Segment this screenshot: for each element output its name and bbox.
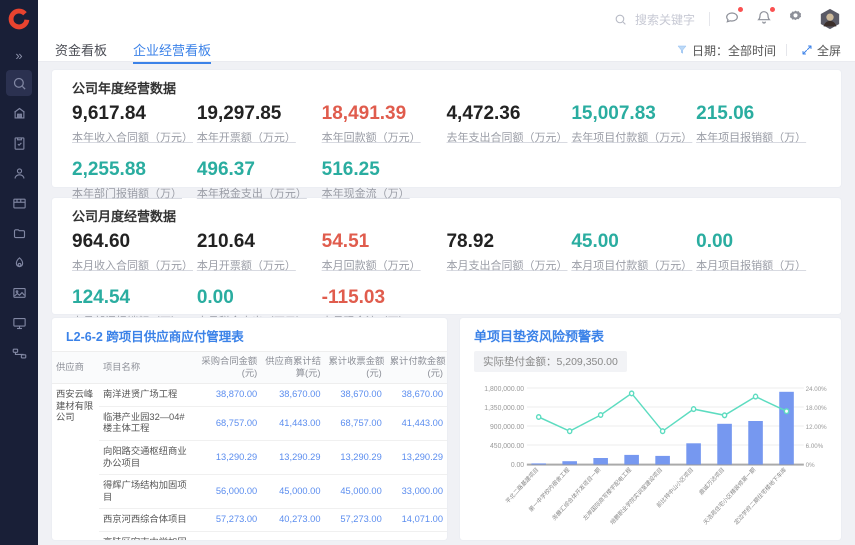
svg-text:6.00%: 6.00% [806, 443, 824, 450]
svg-text:0.00: 0.00 [511, 461, 524, 469]
svg-text:天浩苑住宅小区精装修第一期: 天浩苑住宅小区精装修第一期 [701, 465, 757, 526]
svg-text:鼎诚万达项目: 鼎诚万达项目 [697, 466, 725, 497]
svg-text:0%: 0% [806, 462, 815, 469]
svg-text:定边学府二期住宅楼地下车库: 定边学府二期住宅楼地下车库 [732, 465, 788, 526]
svg-text:12.00%: 12.00% [806, 424, 827, 431]
svg-text:1,350,000.00: 1,350,000.00 [484, 404, 524, 412]
svg-text:培鹏职业学院实训室建设项目: 培鹏职业学院实训室建设项目 [608, 466, 663, 527]
svg-text:平北二路基建项目: 平北二路基建项目 [504, 466, 540, 506]
svg-text:450,000.00: 450,000.00 [490, 442, 524, 450]
svg-text:18.00%: 18.00% [806, 405, 827, 412]
svg-text:1,800,000.00: 1,800,000.00 [484, 385, 524, 393]
svg-text:900,000.00: 900,000.00 [490, 423, 524, 431]
svg-text:24.00%: 24.00% [806, 386, 827, 393]
